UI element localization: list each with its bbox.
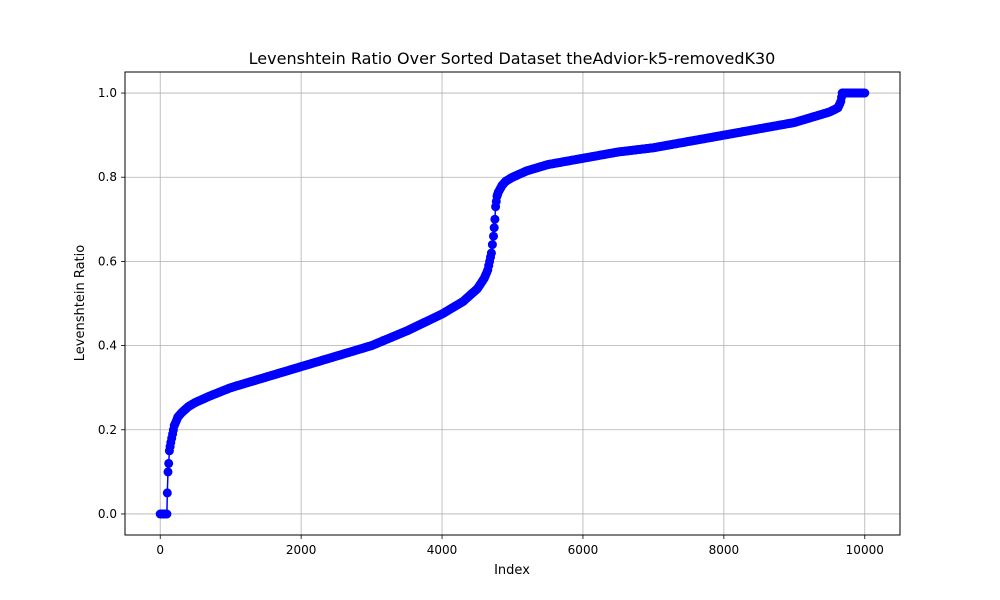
data-point (490, 214, 500, 224)
data-point (489, 231, 498, 241)
plot-frame (124, 71, 901, 536)
x-tick-label: 8000 (709, 543, 740, 557)
x-tick-label: 6000 (568, 543, 599, 557)
x-axis-label: Index (494, 563, 530, 578)
data-point (860, 88, 870, 98)
y-tick-label: 0.2 (98, 423, 117, 437)
x-tick-label: 4000 (427, 543, 458, 557)
y-axis-ticks: 0.0 0.2 0.4 0.6 0.8 1.0 (98, 86, 125, 521)
y-tick-label: 1.0 (98, 86, 117, 100)
data-point (487, 240, 497, 250)
data-point (489, 223, 499, 233)
data-point (164, 458, 174, 468)
series-layer (155, 88, 870, 519)
data-point (163, 467, 173, 477)
y-tick-label: 0.4 (98, 339, 117, 353)
y-tick-label: 0.0 (98, 507, 117, 521)
data-point (486, 248, 496, 258)
x-tick-label: 0 (156, 543, 164, 557)
chart-title: Levenshtein Ratio Over Sorted Dataset th… (249, 49, 776, 68)
y-axis-label: Levenshtein Ratio (73, 245, 88, 361)
x-tick-label: 2000 (286, 543, 317, 557)
data-point (162, 509, 172, 519)
y-tick-label: 0.6 (98, 254, 117, 268)
y-tick-label: 0.8 (98, 170, 117, 184)
data-point (162, 488, 172, 498)
x-axis-ticks: 0 2000 4000 6000 8000 10000 (156, 535, 884, 557)
x-tick-label: 10000 (846, 543, 884, 557)
